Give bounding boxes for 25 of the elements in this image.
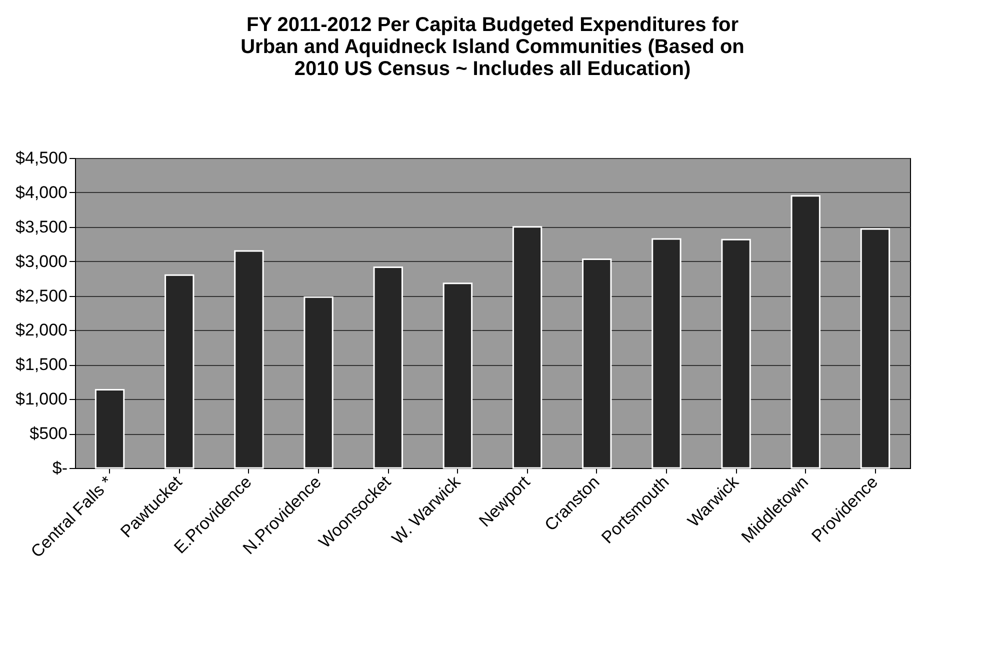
bar xyxy=(234,250,264,469)
y-tick-label: $- xyxy=(52,458,68,478)
y-tick-label: $3,500 xyxy=(16,217,68,236)
text: Urban and Aquidneck Island Communities (Based on xyxy=(240,36,744,58)
bar xyxy=(652,238,682,469)
bar xyxy=(373,266,403,469)
bar xyxy=(94,389,125,469)
y-tick-label: $4,000 xyxy=(16,182,68,202)
bar xyxy=(790,195,820,469)
text: FY 2011-2012 Per Capita Budgeted Expenditures for xyxy=(246,14,739,36)
bar xyxy=(721,238,751,469)
bar xyxy=(512,226,542,469)
y-tick-label: $1,500 xyxy=(16,355,68,374)
bar xyxy=(582,258,612,469)
y-tick-label: $2,000 xyxy=(16,320,68,340)
bar xyxy=(304,296,334,469)
y-tick-label: $1,000 xyxy=(16,390,68,409)
bar xyxy=(164,274,194,469)
y-tick-label: $500 xyxy=(30,424,68,444)
y-tick-label: $3,000 xyxy=(16,252,68,271)
y-tick-label: $2,500 xyxy=(16,286,68,306)
bar xyxy=(442,282,473,469)
y-tick-label: $4,500 xyxy=(16,148,68,168)
bar xyxy=(860,228,890,469)
text: 2010 US Census ~ Includes all Education) xyxy=(294,58,691,80)
